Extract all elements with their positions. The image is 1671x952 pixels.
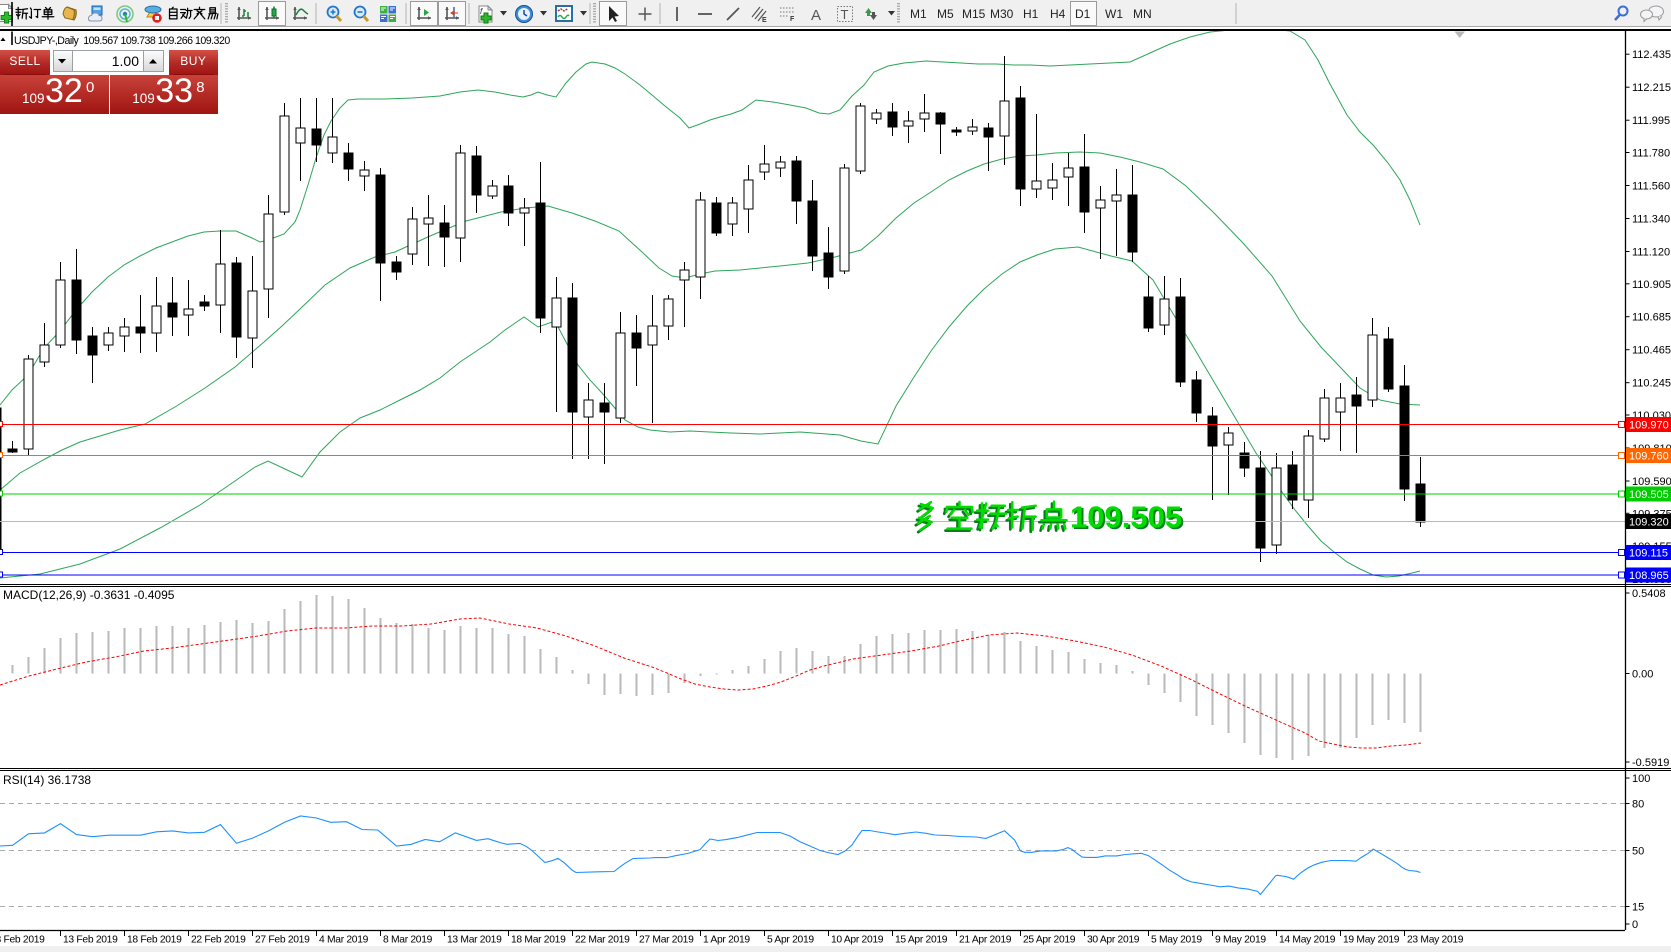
svg-text:111.340: 111.340 [1632,214,1670,226]
svg-text:5 Apr 2019: 5 Apr 2019 [767,935,814,946]
svg-text:MACD(12,26,9) -0.3631 -0.4095: MACD(12,26,9) -0.3631 -0.4095 [3,588,175,602]
svg-text:27 Mar 2019: 27 Mar 2019 [639,935,694,946]
svg-text:109.505: 109.505 [1629,489,1669,501]
svg-text:W1: W1 [1105,7,1123,21]
svg-text:A: A [811,7,821,24]
svg-text:M1: M1 [910,7,927,21]
svg-text:23 May 2019: 23 May 2019 [1407,935,1464,946]
svg-text:9 May 2019: 9 May 2019 [1215,935,1266,946]
svg-text:M30: M30 [990,7,1014,21]
svg-text:50: 50 [1632,846,1644,858]
svg-text:T: T [841,7,849,22]
svg-text:USDJPY-,Daily 109.567 109.738: USDJPY-,Daily 109.567 109.738 109.266 10… [14,35,230,47]
svg-text:D1: D1 [1075,7,1091,21]
svg-text:8 Mar 2019: 8 Mar 2019 [383,935,433,946]
svg-text:19 May 2019: 19 May 2019 [1343,935,1400,946]
svg-text:109.505: 109.505 [1070,500,1182,535]
svg-text:27 Feb 2019: 27 Feb 2019 [255,935,310,946]
svg-text:21 Apr 2019: 21 Apr 2019 [959,935,1012,946]
svg-text:1 Apr 2019: 1 Apr 2019 [703,935,750,946]
svg-text:15 Apr 2019: 15 Apr 2019 [895,935,948,946]
svg-text:110.465: 110.465 [1632,345,1671,357]
svg-text:110.685: 110.685 [1632,312,1671,324]
svg-text:4 Mar 2019: 4 Mar 2019 [319,935,369,946]
svg-text:111.780: 111.780 [1632,148,1670,160]
svg-text:110.245: 110.245 [1632,378,1671,390]
svg-text:109.970: 109.970 [1629,420,1669,432]
svg-text:110.905: 110.905 [1632,279,1671,291]
svg-text:111.120: 111.120 [1632,247,1670,259]
svg-text:0.5408: 0.5408 [1632,588,1666,600]
svg-text:109.590: 109.590 [1632,476,1671,488]
svg-text:112.435: 112.435 [1632,49,1671,61]
svg-text:13 Mar 2019: 13 Mar 2019 [447,935,502,946]
svg-text:25 Apr 2019: 25 Apr 2019 [1023,935,1076,946]
svg-text:f: f [480,7,483,16]
svg-text:109.505: 109.505 [1072,501,1184,536]
svg-text:112.215: 112.215 [1632,82,1671,94]
svg-text:H4: H4 [1050,7,1066,21]
svg-text:MN: MN [1133,7,1152,21]
svg-text:8 Feb 2019: 8 Feb 2019 [0,935,45,946]
svg-text:M15: M15 [962,7,986,21]
svg-text:F: F [790,16,795,23]
svg-text:109.115: 109.115 [1629,548,1668,560]
svg-text:0: 0 [1632,919,1638,931]
svg-text:22 Mar 2019: 22 Mar 2019 [575,935,630,946]
svg-text:M5: M5 [937,7,954,21]
svg-text:109.320: 109.320 [1629,517,1669,529]
svg-text:14 May 2019: 14 May 2019 [1279,935,1336,946]
svg-text:100: 100 [1632,773,1650,785]
svg-text:RSI(14) 36.1738: RSI(14) 36.1738 [3,773,91,787]
svg-text:22 Feb 2019: 22 Feb 2019 [191,935,246,946]
svg-text:111.995: 111.995 [1632,115,1670,127]
svg-text:108.965: 108.965 [1629,570,1669,582]
svg-text:H1: H1 [1023,7,1039,21]
svg-text:30 Apr 2019: 30 Apr 2019 [1087,935,1140,946]
svg-text:111.560: 111.560 [1632,181,1670,193]
svg-text:80: 80 [1632,799,1644,811]
svg-text:13 Feb 2019: 13 Feb 2019 [63,935,118,946]
svg-text:18 Mar 2019: 18 Mar 2019 [511,935,566,946]
svg-text:-0.5919: -0.5919 [1632,757,1669,769]
svg-text:18 Feb 2019: 18 Feb 2019 [127,935,182,946]
svg-text:0.00: 0.00 [1632,669,1653,681]
svg-text:5 May 2019: 5 May 2019 [1151,935,1202,946]
svg-text:10 Apr 2019: 10 Apr 2019 [831,935,884,946]
svg-text:109.760: 109.760 [1629,451,1669,463]
svg-text:E: E [762,17,767,24]
svg-text:15: 15 [1632,902,1644,914]
